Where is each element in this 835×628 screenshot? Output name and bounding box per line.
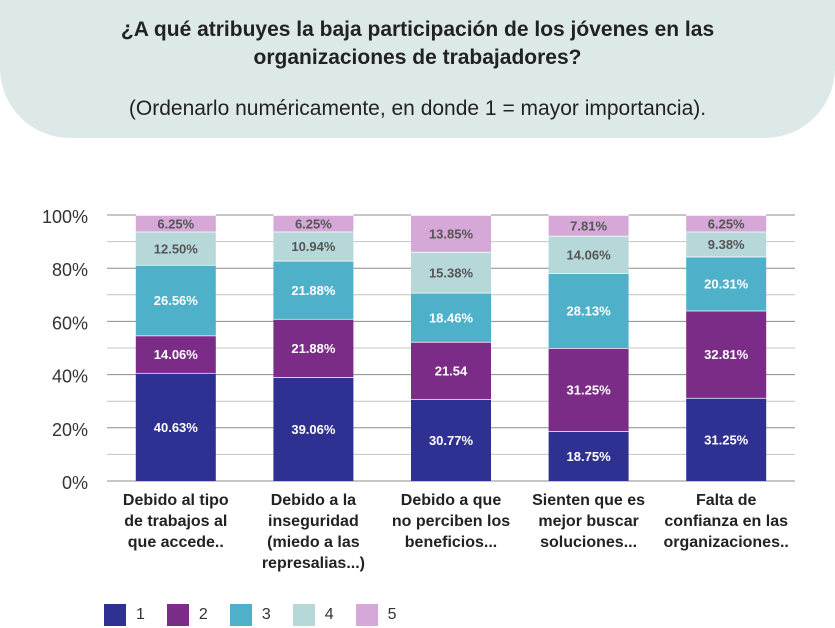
category-label: (miedo a las — [267, 534, 360, 551]
data-label: 12.50% — [154, 241, 199, 256]
legend-item-1: 1 — [104, 604, 145, 626]
y-tick-label: 60% — [52, 313, 88, 333]
bar-segment-series-1 — [548, 431, 629, 481]
data-label: 31.25% — [567, 383, 612, 398]
data-label: 40.63% — [154, 420, 199, 435]
legend-swatch — [355, 604, 378, 626]
data-label: 21.54 — [435, 364, 468, 379]
data-label: 6.25% — [708, 216, 745, 231]
bar-segment-series-5 — [548, 215, 629, 236]
bar-segment-series-2 — [411, 341, 491, 400]
legend-item-4: 4 — [292, 604, 334, 626]
legend-swatch — [166, 604, 189, 626]
chart-subtitle: (Ordenarlo numéricamente, en donde 1 = m… — [128, 97, 707, 120]
y-tick-label: 100% — [42, 207, 88, 227]
category-label: de trabajos al — [124, 513, 227, 530]
header-banner — [0, 0, 835, 138]
y-tick-label: 20% — [52, 420, 88, 440]
legend-item-2: 2 — [166, 604, 208, 626]
legend-label: 4 — [324, 606, 334, 623]
bar-segment-series-3 — [686, 256, 767, 311]
chart-legend: 1 2 3 4 5 — [104, 602, 419, 628]
legend-swatch — [104, 604, 126, 626]
y-tick-label: 80% — [52, 260, 88, 280]
data-label: 28.13% — [567, 304, 612, 319]
category-label: que accede.. — [128, 534, 224, 551]
legend-swatch — [229, 604, 252, 626]
bar-segment-series-1 — [686, 397, 767, 481]
category-label: soluciones... — [540, 534, 637, 551]
y-tick-label: 40% — [52, 367, 88, 387]
bar-segment-series-1 — [411, 399, 491, 481]
bar-segment-series-1 — [273, 377, 354, 481]
bar-segment-series-2 — [273, 318, 354, 378]
data-label: 10.94% — [291, 239, 336, 254]
data-label: 26.56% — [154, 293, 199, 308]
data-label: 15.38% — [429, 265, 474, 280]
data-label: 39.06% — [291, 422, 336, 437]
data-label: 7.81% — [570, 218, 607, 233]
bar-segment-series-4 — [135, 231, 216, 265]
data-label: 18.46% — [429, 310, 474, 325]
category-label: mejor buscar — [538, 513, 638, 530]
data-label: 21.88% — [291, 283, 336, 298]
legend-label: 5 — [387, 606, 397, 623]
data-label: 18.75% — [567, 449, 612, 464]
data-label: 6.25% — [157, 216, 194, 231]
bar-segment-series-5 — [273, 214, 354, 232]
category-label: Debido al tipo — [123, 492, 229, 509]
legend-label: 1 — [136, 606, 145, 623]
bar-segment-series-2 — [548, 348, 629, 432]
legend-swatch — [292, 604, 315, 626]
bar-segment-series-4 — [548, 235, 629, 274]
bar-segment-series-3 — [548, 273, 629, 348]
bar-segment-series-1 — [135, 372, 216, 481]
bar-segment-series-3 — [411, 292, 491, 342]
category-label: organizaciones.. — [664, 534, 789, 551]
category-label: represalias...) — [262, 555, 365, 572]
bar-segment-series-5 — [411, 215, 491, 252]
data-label: 9.38% — [708, 237, 745, 252]
data-label: 30.77% — [429, 433, 474, 448]
bar-segment-series-5 — [135, 215, 216, 232]
data-label: 20.31% — [704, 277, 749, 292]
bar-segment-series-4 — [686, 231, 767, 257]
data-label: 6.25% — [295, 216, 332, 231]
category-label: Debido a que — [401, 492, 502, 509]
bar-segment-series-2 — [135, 335, 216, 373]
bar-segment-series-3 — [273, 260, 354, 319]
data-label: 13.85% — [429, 226, 474, 241]
data-label: 32.81% — [704, 347, 749, 362]
legend-label: 2 — [198, 606, 208, 623]
data-label: 21.88% — [291, 341, 336, 356]
bar-segment-series-2 — [686, 310, 767, 398]
bar-segment-series-4 — [411, 251, 491, 293]
data-label: 14.06% — [567, 247, 612, 262]
data-label: 31.25% — [704, 432, 749, 447]
category-label: no perciben los — [392, 513, 510, 530]
legend-label: 3 — [261, 606, 271, 623]
bar-segment-series-3 — [135, 264, 216, 336]
chart-title: ¿A qué atribuyes la baja participación d… — [120, 18, 715, 69]
bar-segment-series-5 — [686, 215, 767, 232]
y-tick-label: 0% — [62, 473, 88, 493]
legend-item-3: 3 — [229, 604, 271, 626]
category-label: Debido a la — [271, 492, 356, 509]
data-label: 14.06% — [154, 347, 199, 362]
category-label: inseguridad — [268, 513, 359, 530]
category-label: Falta de — [696, 492, 757, 509]
category-label: beneficios... — [405, 534, 497, 551]
category-label: Sienten que es — [532, 492, 645, 509]
legend-item-5: 5 — [355, 604, 397, 626]
bar-segment-series-4 — [273, 231, 354, 261]
category-label: confianza en las — [664, 513, 788, 530]
